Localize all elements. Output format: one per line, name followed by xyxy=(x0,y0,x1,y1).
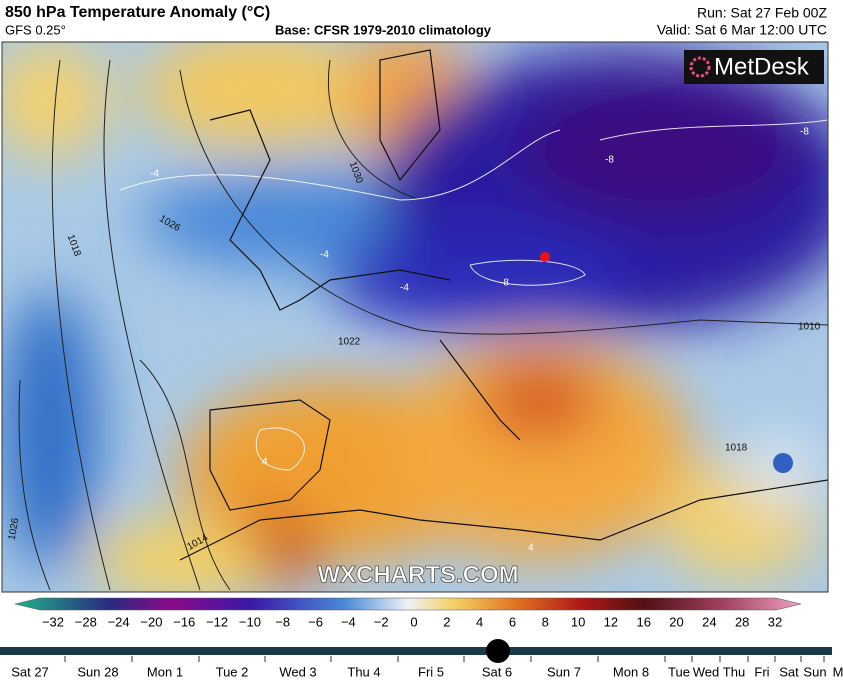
isobar-label: 1010 xyxy=(798,322,821,333)
colorbar-label: 28 xyxy=(735,614,749,629)
timeline-label[interactable]: Sun 28 xyxy=(77,664,118,679)
timeline-track xyxy=(0,647,832,655)
colorbar-label: 16 xyxy=(636,614,650,629)
colorbar-label: −8 xyxy=(275,614,290,629)
logo: MetDesk xyxy=(714,53,810,80)
colorbar-label: −2 xyxy=(374,614,389,629)
timeline-label[interactable]: Sun 7 xyxy=(547,664,581,679)
map: 1030 1026 1022 1018 1014 1010 1018 1026 … xyxy=(2,42,828,592)
colorbar-label: 32 xyxy=(768,614,782,629)
anomaly-label: -8 xyxy=(605,155,614,166)
valid: Valid: Sat 6 Mar 12:00 UTC xyxy=(657,22,827,38)
timeline-label[interactable]: Tue 2 xyxy=(216,664,249,679)
colorbar-label: 2 xyxy=(443,614,450,629)
timeline-label[interactable]: Wed xyxy=(693,664,720,679)
colorbar-label: −32 xyxy=(42,614,64,629)
anomaly-label: -4 xyxy=(320,250,329,261)
isobar-label: 1022 xyxy=(338,337,361,348)
colorbar-label: −24 xyxy=(108,614,130,629)
colorbar-label: −6 xyxy=(308,614,323,629)
watermark: WXCHARTS.COM xyxy=(317,561,518,588)
anomaly-label: -8 xyxy=(800,127,809,138)
timeline-label[interactable]: Wed 3 xyxy=(279,664,316,679)
run: Run: Sat 27 Feb 00Z xyxy=(697,5,827,21)
timeline-label[interactable]: Mon 1 xyxy=(147,664,183,679)
timeline-label[interactable]: Fri xyxy=(754,664,769,679)
logo-box xyxy=(684,50,824,84)
anomaly-label: -4 xyxy=(400,283,409,294)
model: GFS 0.25° xyxy=(5,22,66,37)
colorbar-label: 0 xyxy=(410,614,417,629)
timeline-label[interactable]: Tue xyxy=(668,664,690,679)
colorbar-label: −20 xyxy=(140,614,162,629)
timeline-label[interactable]: Fri 5 xyxy=(418,664,444,679)
colorbar-label: −4 xyxy=(341,614,356,629)
colorbar-label: 20 xyxy=(669,614,683,629)
title: 850 hPa Temperature Anomaly (°C) xyxy=(5,4,270,21)
map-frame xyxy=(1,41,829,593)
isobar-label: 1026 xyxy=(7,517,22,541)
anomaly-label: -4 xyxy=(150,169,159,180)
colorbar-label: 8 xyxy=(542,614,549,629)
timeline-label[interactable]: Sat 6 xyxy=(482,664,512,679)
timeline-label[interactable]: Mon 8 xyxy=(613,664,649,679)
isobar-label: 1018 xyxy=(725,443,748,454)
anomaly-label: -8 xyxy=(500,278,509,289)
colorbar-label: 12 xyxy=(604,614,618,629)
colorbar-label: 6 xyxy=(509,614,516,629)
timeline-label[interactable]: M xyxy=(833,664,843,679)
timeline-label[interactable]: Sat 27 xyxy=(11,664,49,679)
timeline-label[interactable]: Thu xyxy=(723,664,745,679)
colorbar-label: 10 xyxy=(571,614,585,629)
timeline-handle[interactable] xyxy=(486,639,510,663)
timeline-label[interactable]: Thu 4 xyxy=(347,664,380,679)
marker xyxy=(540,252,550,262)
colorbar-label: 24 xyxy=(702,614,716,629)
colorbar-label: −28 xyxy=(75,614,97,629)
colorbar-label: −12 xyxy=(206,614,228,629)
base: Base: CFSR 1979-2010 climatology xyxy=(275,22,492,37)
anomaly-label: 4 xyxy=(262,457,268,468)
timeline-label[interactable]: Sun xyxy=(803,664,826,679)
timeline-label[interactable]: Sat xyxy=(779,664,799,679)
colorbar-label: −10 xyxy=(239,614,261,629)
colorbar-label: −16 xyxy=(173,614,195,629)
colorbar xyxy=(14,597,802,611)
colorbar-label: 4 xyxy=(476,614,483,629)
anomaly-label: 4 xyxy=(528,543,534,554)
